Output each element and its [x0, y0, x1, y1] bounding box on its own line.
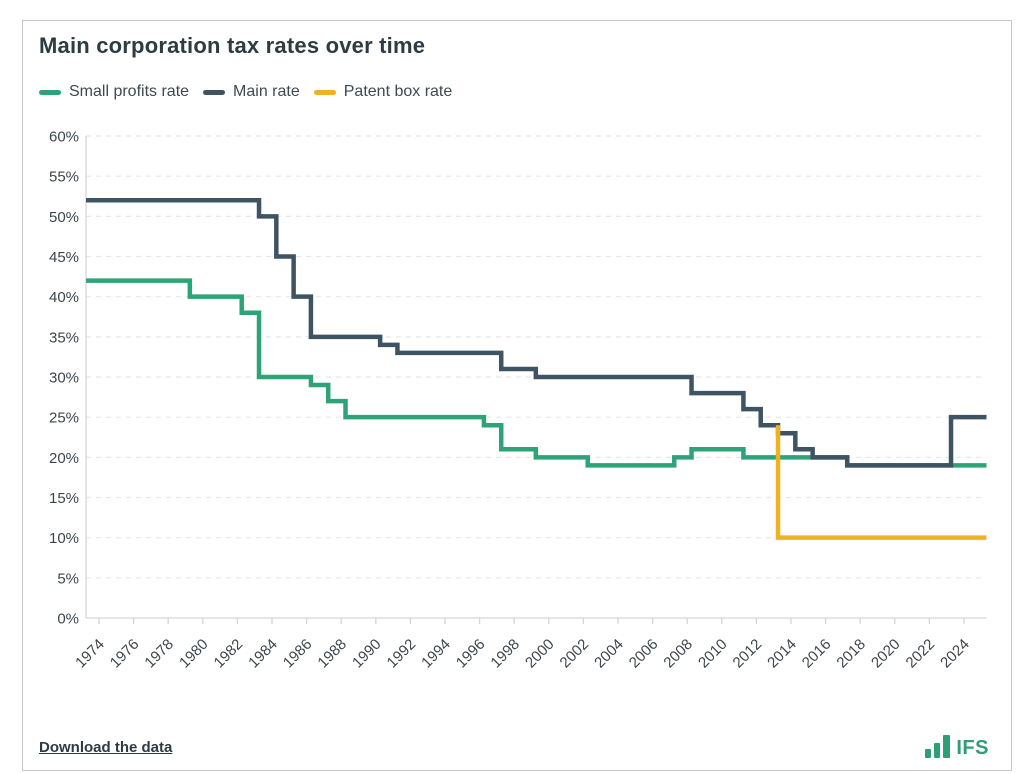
series-line-main-rate: [86, 198, 987, 468]
legend-item-small-profits-rate[interactable]: Small profits rate: [39, 83, 189, 101]
x-tick-label: 2022: [903, 636, 939, 672]
step-chart-svg: 0% 5% 10% 15% 20% 25% 30% 35% 40% 45% 50% 55% 60% 197…: [49, 129, 987, 672]
y-tick-label: 5%: [57, 570, 79, 587]
x-tick-label: 1984: [245, 636, 281, 672]
legend-label: Small profits rate: [69, 83, 190, 100]
x-tick-label: 2024: [937, 636, 973, 672]
x-tick-label: 1992: [384, 636, 420, 672]
y-tick-label: 45%: [49, 249, 79, 266]
x-tick-label: 2006: [626, 636, 662, 672]
y-tick-label: 10%: [49, 530, 79, 547]
y-tick-label: 0%: [57, 611, 79, 628]
legend-item-main-rate[interactable]: Main rate: [203, 83, 300, 101]
y-tick-label: 15%: [49, 490, 79, 507]
legend-swatch-icon: [39, 89, 61, 95]
x-tick-label: 2016: [799, 636, 835, 672]
chart-card: Main corporation tax rates over time Sma…: [22, 20, 1012, 771]
y-tick-label: 25%: [49, 410, 79, 427]
x-tick-label: 1994: [418, 636, 454, 672]
download-data-link[interactable]: Download the data: [39, 739, 173, 756]
x-tick-label: 1996: [453, 636, 489, 672]
x-tick-label: 1974: [72, 636, 108, 672]
x-tick-label: 1986: [280, 636, 316, 672]
x-tick-label: 2010: [695, 636, 731, 672]
legend-item-patent-box-rate[interactable]: Patent box rate: [313, 83, 453, 101]
ifs-logo[interactable]: IFS: [925, 735, 989, 758]
y-tick-label: 55%: [49, 169, 79, 186]
y-tick-label: 60%: [49, 129, 79, 146]
x-tick-label: 2020: [868, 636, 904, 672]
x-tick-label: 2008: [660, 636, 696, 672]
x-tick-label: 1980: [176, 636, 212, 672]
x-tick-label: 2018: [833, 636, 869, 672]
ifs-logo-text: IFS: [956, 737, 989, 759]
x-tick-label: 2012: [730, 636, 766, 672]
page-title: Main corporation tax rates over time: [39, 33, 426, 58]
ifs-bars-icon: [925, 735, 951, 758]
x-tick-label: 2000: [522, 636, 558, 672]
x-tick-label: 1976: [107, 636, 143, 672]
legend-swatch-icon: [203, 89, 226, 95]
y-tick-label: 35%: [49, 329, 79, 346]
x-tick-label: 1982: [211, 636, 247, 672]
y-tick-label: 20%: [49, 450, 79, 467]
x-tick-label: 2014: [764, 636, 800, 672]
x-tick-label: 2002: [557, 636, 593, 672]
x-tick-label: 1990: [349, 636, 385, 672]
x-tick-label: 1978: [141, 636, 177, 672]
series-line-small-profits-rate: [86, 278, 987, 468]
y-tick-label: 40%: [49, 289, 79, 306]
legend-label: Main rate: [233, 83, 300, 100]
legend-label: Patent box rate: [343, 83, 453, 100]
series-line-patent-box-rate: [775, 425, 987, 540]
x-tick-label: 1998: [487, 636, 523, 672]
x-tick-label: 2004: [591, 636, 627, 672]
y-tick-label: 30%: [49, 370, 79, 387]
x-tick-label: 1988: [314, 636, 350, 672]
legend-swatch-icon: [313, 89, 336, 95]
legend: Small profits rate Main rate Patent box ra…: [39, 83, 452, 101]
y-tick-label: 50%: [49, 209, 79, 226]
chart-area: 0% 5% 10% 15% 20% 25% 30% 35% 40% 45% 50% 55% 60% 197…: [23, 121, 1013, 721]
